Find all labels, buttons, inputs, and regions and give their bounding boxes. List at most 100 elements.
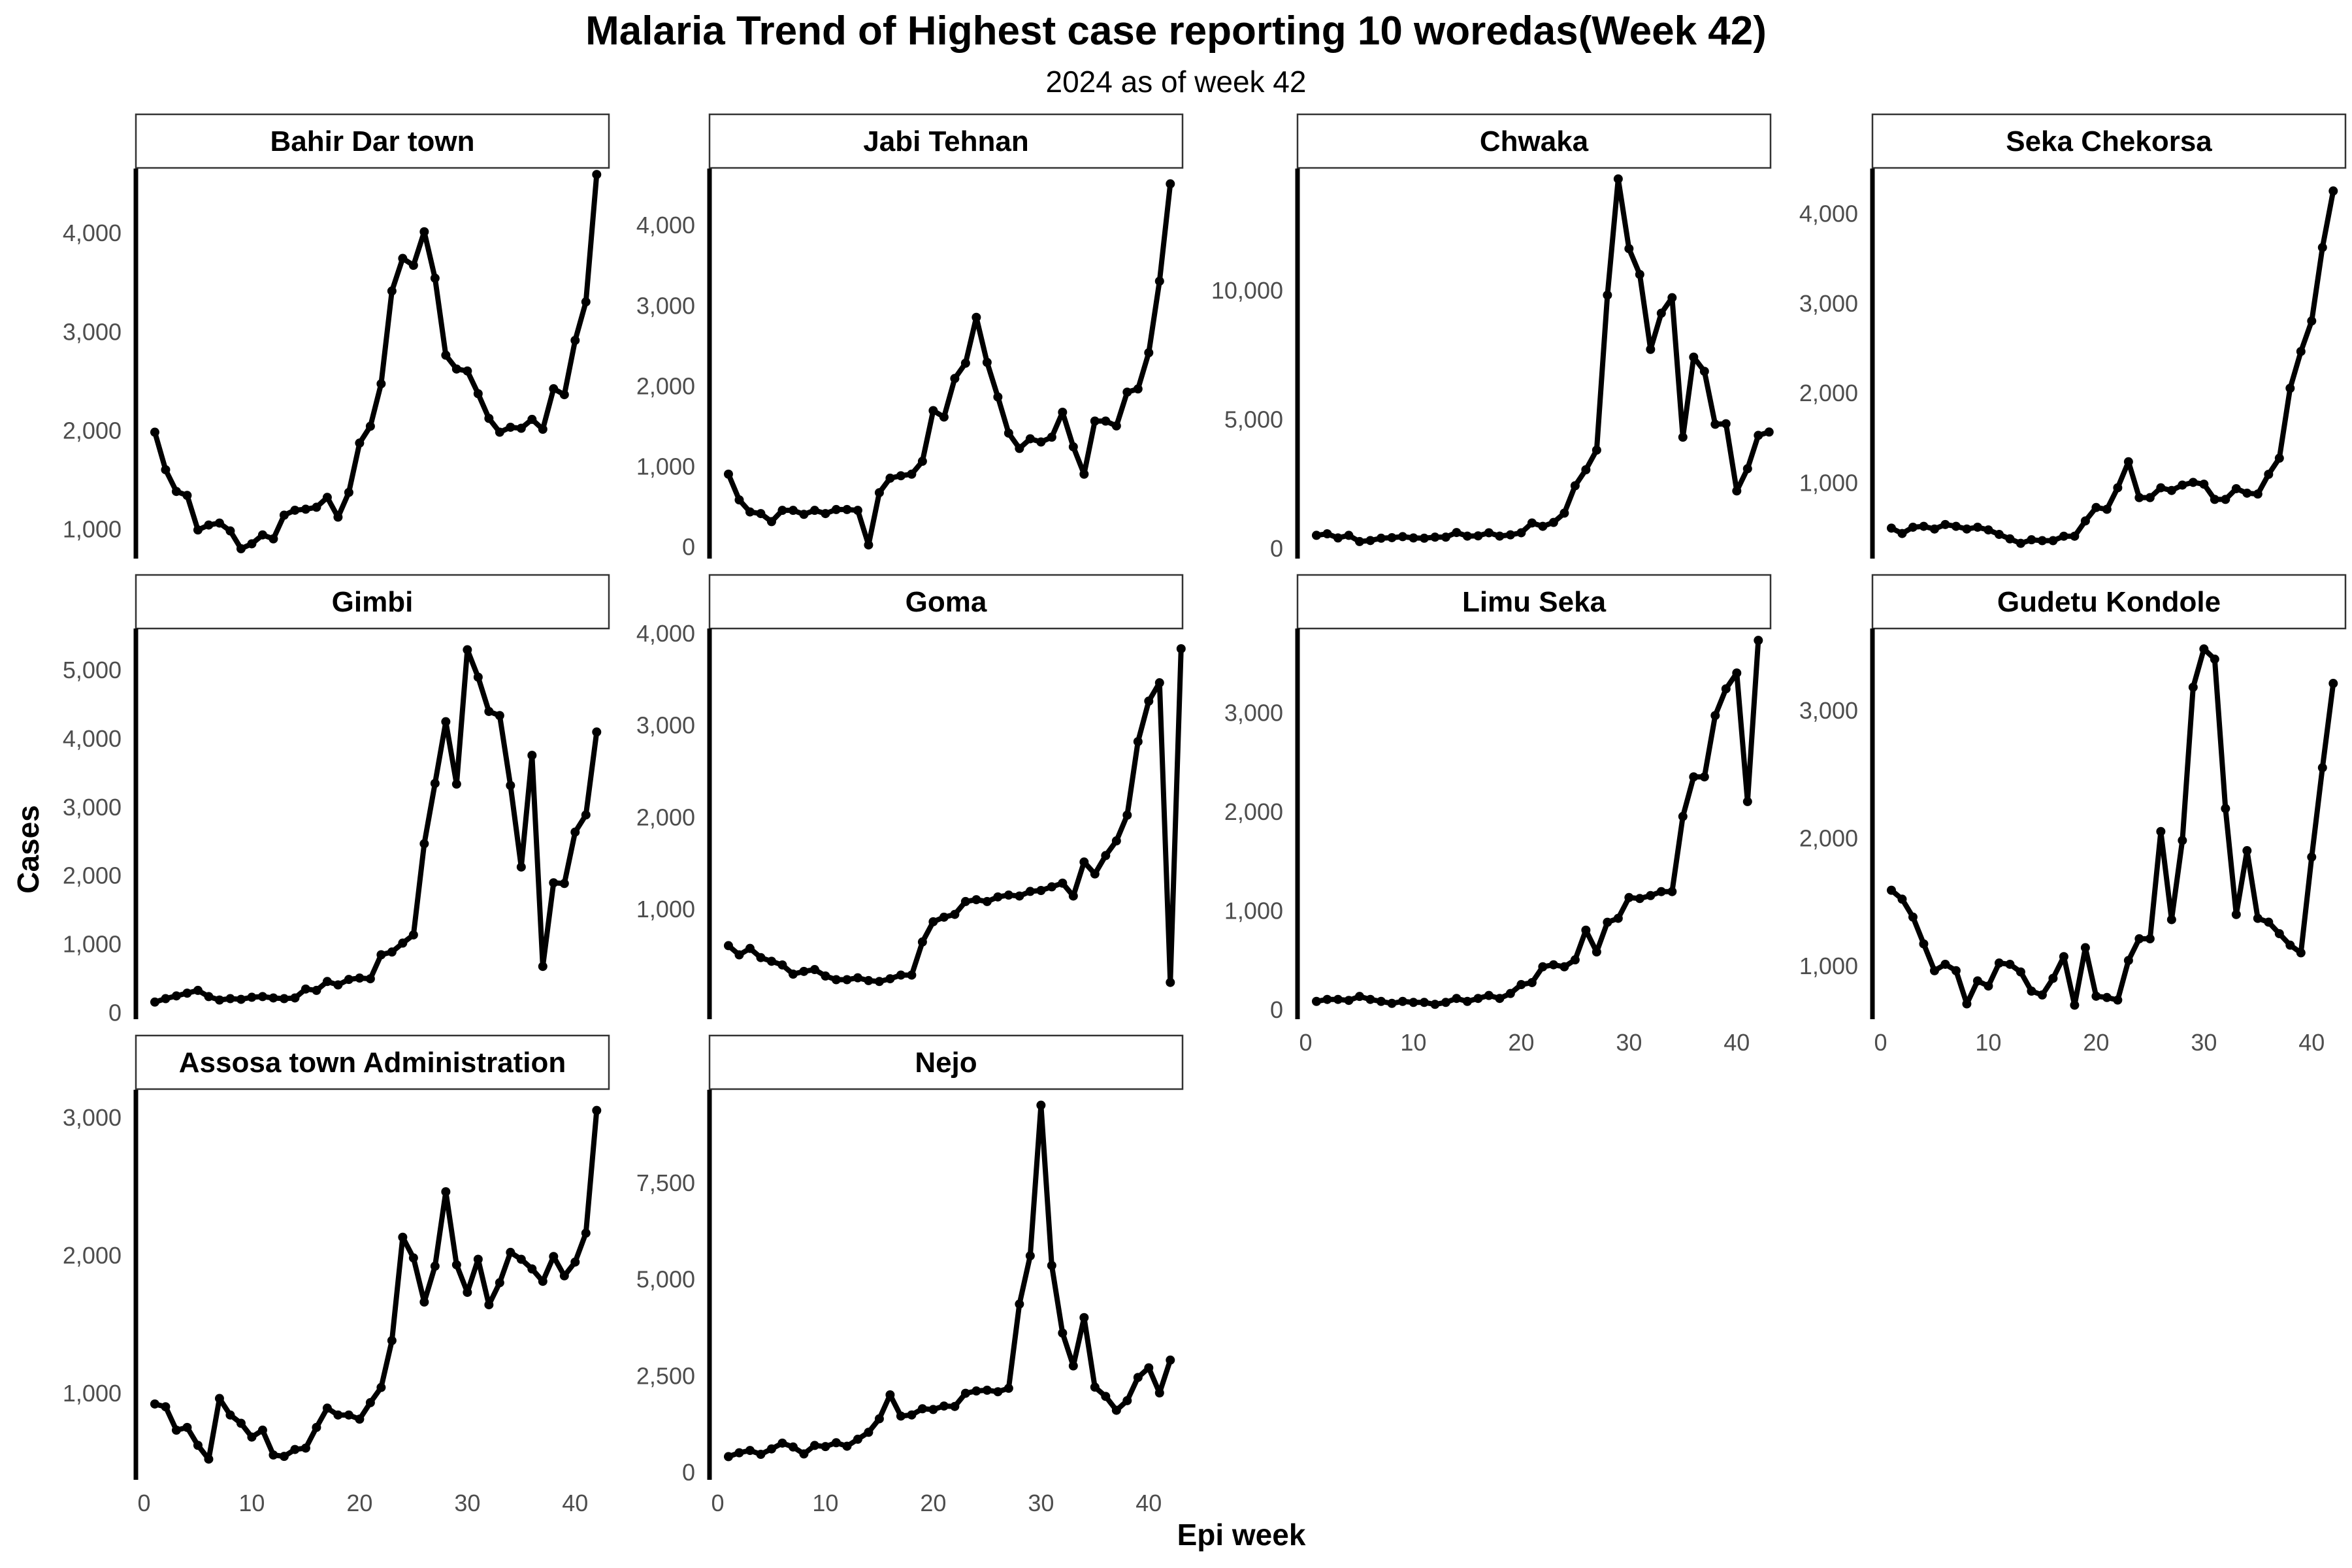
- y-tick-label: 2,000: [1799, 825, 1858, 851]
- x-tick-label: 10: [1400, 1029, 1426, 1056]
- data-point: [538, 425, 547, 434]
- data-point: [2274, 929, 2284, 939]
- data-point: [559, 390, 569, 400]
- data-point: [993, 1387, 1003, 1397]
- data-point: [473, 672, 483, 682]
- data-point: [1430, 532, 1440, 542]
- data-point: [2037, 536, 2047, 546]
- data-point: [896, 1411, 906, 1421]
- data-point: [1754, 636, 1763, 645]
- data-point: [917, 457, 927, 466]
- data-point: [1419, 998, 1429, 1007]
- data-point: [1058, 407, 1068, 417]
- data-point: [2166, 915, 2176, 924]
- data-point: [1322, 529, 1332, 539]
- data-point: [1025, 1251, 1035, 1261]
- data-point: [1516, 980, 1526, 990]
- data-point: [1419, 533, 1429, 543]
- data-point: [171, 1426, 181, 1435]
- y-tick-label: 0: [1270, 535, 1283, 562]
- data-point: [1133, 1373, 1143, 1382]
- data-point: [1154, 276, 1164, 286]
- data-point: [1122, 387, 1132, 397]
- data-point: [842, 975, 852, 985]
- data-point: [2134, 934, 2144, 943]
- data-point: [214, 995, 224, 1005]
- panel: Nejo 0 2,500 5,000 7,500 0 10 20 30 40: [636, 1034, 1184, 1516]
- panel-title: Gudetu Kondole: [1997, 586, 2221, 618]
- data-point: [831, 504, 841, 514]
- data-point: [1710, 419, 1720, 429]
- data-point: [2005, 534, 2015, 544]
- data-point: [1624, 244, 1634, 253]
- data-point: [2231, 909, 2241, 919]
- x-tick-label: 0: [1299, 1029, 1312, 1056]
- data-point: [1581, 925, 1591, 935]
- data-point: [1441, 998, 1450, 1007]
- data-point: [269, 534, 278, 544]
- data-point: [376, 379, 386, 389]
- data-point: [1090, 1382, 1100, 1392]
- data-point: [2253, 489, 2262, 499]
- panel: Limu Seka 0 1,000 2,000 3,000 0 10 20 30 40: [1224, 574, 1772, 1056]
- data-point: [1144, 348, 1154, 357]
- data-point: [1646, 890, 1656, 900]
- data-point: [549, 384, 559, 394]
- data-point: [821, 971, 830, 981]
- data-point: [2123, 457, 2133, 466]
- data-point: [1603, 917, 1612, 927]
- y-tick-label: 10,000: [1211, 277, 1283, 304]
- data-point: [1994, 529, 2004, 539]
- data-point: [1754, 431, 1763, 440]
- data-point: [581, 1228, 591, 1238]
- data-point: [236, 994, 246, 1004]
- y-tick-label: 0: [682, 1459, 695, 1486]
- data-point: [766, 956, 776, 966]
- data-point: [1919, 521, 1929, 531]
- data-point: [1462, 531, 1472, 541]
- y-tick-label: 1,000: [1799, 469, 1858, 496]
- data-point: [451, 1260, 461, 1269]
- data-point: [809, 965, 819, 975]
- data-point: [1984, 981, 1993, 991]
- y-tick-label: 2,500: [636, 1362, 695, 1389]
- series-line: [1888, 188, 2336, 546]
- y-tick-label: 2,000: [1799, 380, 1858, 406]
- data-point: [831, 975, 841, 985]
- data-point: [365, 974, 375, 984]
- data-point: [312, 985, 321, 995]
- data-point: [1025, 434, 1035, 444]
- data-point: [2274, 453, 2284, 463]
- data-point: [734, 950, 744, 960]
- data-point: [1322, 994, 1332, 1004]
- data-point: [1354, 536, 1364, 546]
- data-point: [225, 1410, 235, 1420]
- data-point: [322, 1403, 332, 1413]
- data-point: [193, 1441, 203, 1450]
- data-point: [1699, 772, 1709, 782]
- data-point: [2317, 242, 2327, 252]
- data-point: [1452, 528, 1462, 538]
- data-point: [1004, 890, 1013, 900]
- data-point: [2317, 763, 2327, 773]
- data-point: [853, 1434, 862, 1444]
- data-point: [896, 970, 906, 980]
- data-point: [506, 1247, 515, 1257]
- data-point: [1004, 1383, 1013, 1393]
- data-point: [538, 962, 547, 972]
- data-point: [1311, 531, 1321, 540]
- data-point: [1656, 308, 1666, 318]
- data-point: [1144, 696, 1154, 706]
- data-point: [182, 491, 192, 500]
- panel-title: Limu Seka: [1462, 586, 1607, 618]
- data-point: [1452, 994, 1462, 1004]
- data-point: [225, 526, 235, 536]
- x-tick-label: 20: [346, 1490, 372, 1516]
- data-point: [928, 406, 938, 416]
- data-point: [1581, 465, 1591, 474]
- panel-title: Seka Chekorsa: [2006, 125, 2212, 157]
- data-point: [1036, 437, 1046, 447]
- data-point: [193, 985, 203, 995]
- panel: Goma 1,000 2,000 3,000 4,000: [636, 574, 1186, 1019]
